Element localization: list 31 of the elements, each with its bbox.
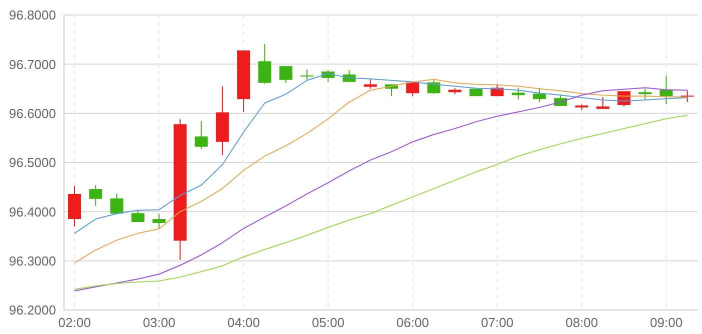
candlestick [131, 210, 144, 222]
candlestick [638, 88, 652, 101]
x-tick-label: 07:00 [480, 315, 514, 330]
x-tick-label: 04:00 [227, 315, 260, 330]
candlestick [680, 90, 694, 103]
candlestick [364, 78, 377, 90]
candlestick [660, 74, 673, 104]
x-tick-label: 08:00 [565, 315, 598, 330]
y-tick-label: 96.5000 [9, 155, 56, 170]
candlestick [110, 192, 124, 215]
x-tick-label: 03:00 [142, 315, 176, 330]
candlestick [89, 184, 102, 206]
candlestick [152, 213, 166, 230]
y-tick-label: 96.2000 [9, 302, 56, 318]
candlestick [258, 44, 272, 84]
candlestick [532, 87, 546, 103]
y-tick-label: 96.7000 [9, 56, 56, 72]
x-tick-label: 05:00 [312, 315, 344, 330]
candlestick [596, 96, 610, 110]
y-tick-label: 96.8000 [9, 8, 56, 23]
x-tick-label: 09:00 [650, 315, 683, 330]
candlestick [194, 120, 208, 150]
y-tick-label: 96.6000 [9, 106, 56, 121]
candlestick [512, 87, 525, 100]
candlestick [300, 69, 314, 81]
y-tick-label: 96.3000 [9, 253, 56, 268]
candlestick [279, 66, 292, 84]
x-tick-label: 06:00 [396, 315, 429, 330]
x-tick-label: 02:00 [58, 315, 91, 330]
candlestick [406, 82, 420, 97]
y-tick-label: 96.4000 [9, 204, 56, 220]
